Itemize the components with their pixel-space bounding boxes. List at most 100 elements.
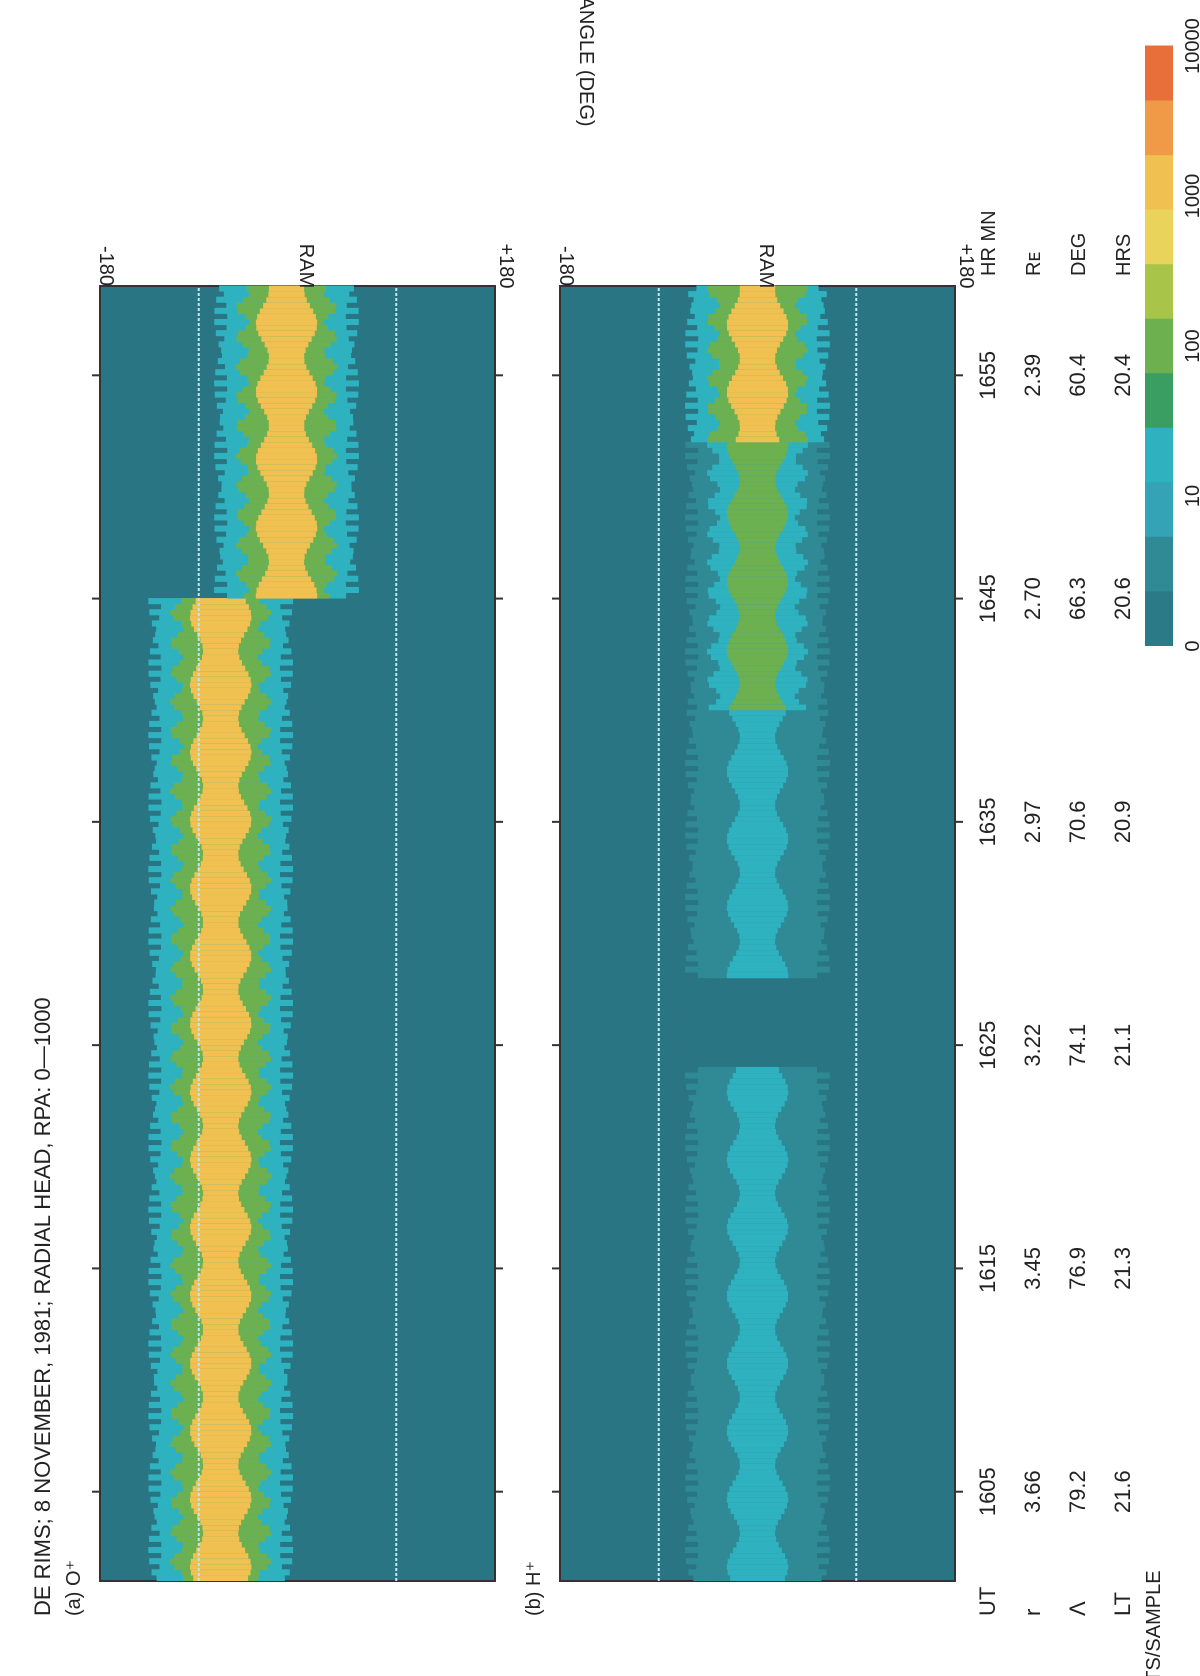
heatmap-cell	[727, 514, 788, 521]
heatmap-cell	[739, 475, 776, 482]
heatmap-cell	[190, 1429, 252, 1436]
heatmap-cell	[191, 1435, 250, 1442]
heatmap-cell	[729, 1485, 786, 1492]
heatmap-cell	[734, 665, 781, 672]
heatmap-cell	[199, 659, 242, 666]
heatmap-cell	[189, 1089, 252, 1096]
heatmap-cell	[194, 1279, 248, 1286]
heatmap-cell	[190, 1161, 251, 1168]
heatmap-cell	[734, 1446, 781, 1453]
heatmap-cell	[733, 1139, 782, 1146]
panel-a-heatmap-cells	[148, 285, 359, 1581]
heatmap-cell	[726, 441, 789, 448]
heatmap-cell	[730, 1145, 785, 1152]
heatmap-cell	[196, 665, 246, 672]
heatmap-cell	[727, 575, 788, 582]
heatmap-cell	[727, 899, 788, 906]
heatmap-cell	[194, 1033, 248, 1040]
heatmap-cell	[191, 1284, 250, 1291]
heatmap-cell	[199, 1474, 243, 1481]
heatmap-cell	[190, 1150, 251, 1157]
heatmap-cell	[202, 1535, 240, 1542]
heatmap-cell	[739, 1256, 776, 1263]
heatmap-cell	[190, 882, 252, 889]
heatmap-cell	[738, 430, 777, 437]
heatmap-cell	[727, 966, 788, 973]
heatmap-cell	[732, 1072, 783, 1079]
heatmap-cell	[190, 821, 251, 828]
colorbar-segment	[1145, 427, 1173, 483]
heatmap-cell	[191, 960, 250, 967]
heatmap-cell	[190, 1491, 251, 1498]
heatmap-cell	[201, 910, 241, 917]
heatmap-cell	[268, 486, 305, 493]
heatmap-cell	[190, 754, 251, 761]
heatmap-cell	[198, 1340, 244, 1347]
time-table-ut-1635: 1635	[975, 797, 1000, 846]
heatmap-cell	[726, 1156, 789, 1163]
panel-a-angle-ticks: +180 RAM -180	[95, 243, 517, 288]
heatmap-cell	[198, 838, 243, 845]
heatmap-cell	[256, 452, 317, 460]
heatmap-cell	[201, 927, 241, 934]
time-table-ut-1605: 1605	[975, 1467, 1000, 1516]
heatmap-cell	[739, 1530, 776, 1537]
time-table-r-1625: 3.22	[1020, 1024, 1045, 1067]
heatmap-cell	[737, 553, 778, 560]
time-table-ut-1625: 1625	[975, 1021, 1000, 1070]
heatmap-cell	[739, 419, 776, 426]
heatmap-cell	[189, 681, 252, 688]
heatmap-cell	[729, 1301, 786, 1308]
heatmap-cell	[739, 1524, 776, 1531]
heatmap-cell	[202, 1323, 239, 1330]
time-table-lt-1615: 21.3	[1110, 1247, 1135, 1290]
heatmap-cell	[193, 1167, 249, 1174]
heatmap-cell	[265, 570, 308, 577]
row-label-ut: UT	[975, 1587, 1000, 1616]
heatmap-cell	[727, 385, 788, 393]
heatmap-cell	[726, 905, 789, 912]
time-table-lambda-1605: 79.2	[1065, 1470, 1090, 1513]
heatmap-cell	[727, 1083, 788, 1090]
heatmap-cell	[737, 296, 778, 303]
heatmap-cell	[735, 1407, 780, 1414]
heatmap-cell	[737, 860, 778, 867]
heatmap-cell	[733, 1513, 782, 1520]
heatmap-cell	[739, 1390, 776, 1397]
heatmap-cell	[190, 609, 251, 616]
heatmap-cell	[195, 832, 246, 839]
heatmap-cell	[734, 559, 781, 566]
heatmap-cell	[189, 1156, 252, 1163]
heatmap-cell	[729, 704, 786, 711]
heatmap-cell	[257, 447, 316, 454]
heatmap-cell	[192, 1301, 250, 1308]
heatmap-cell	[268, 419, 305, 426]
heatmap-cell	[193, 737, 248, 744]
time-table-lambda-1655: 60.4	[1065, 354, 1090, 397]
heatmap-cell	[200, 1267, 241, 1274]
heatmap-cell	[203, 1189, 239, 1196]
heatmap-cell	[191, 1351, 250, 1358]
heatmap-cell	[189, 748, 252, 755]
heatmap-cell	[201, 1251, 240, 1258]
heatmap-cell	[267, 430, 306, 437]
heatmap-cell	[203, 1530, 239, 1537]
heatmap-cell	[731, 754, 784, 761]
heatmap-cell	[729, 709, 786, 716]
heatmap-cell	[729, 519, 786, 527]
heatmap-cell	[201, 843, 240, 850]
heatmap-cell	[728, 586, 787, 594]
heatmap-cell	[738, 1128, 777, 1135]
heatmap-cell	[729, 1167, 786, 1174]
heatmap-cell	[257, 380, 316, 387]
heatmap-cell	[737, 743, 778, 750]
heatmap-cell	[256, 586, 317, 594]
heatmap-cell	[198, 1407, 243, 1414]
heatmap-cell	[192, 826, 249, 834]
heatmap-cell	[729, 452, 786, 460]
heatmap-cell	[257, 464, 316, 471]
heatmap-cell	[260, 374, 313, 381]
heatmap-cell	[199, 1133, 242, 1141]
